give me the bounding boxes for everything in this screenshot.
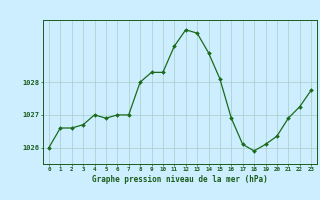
X-axis label: Graphe pression niveau de la mer (hPa): Graphe pression niveau de la mer (hPa) — [92, 175, 268, 184]
